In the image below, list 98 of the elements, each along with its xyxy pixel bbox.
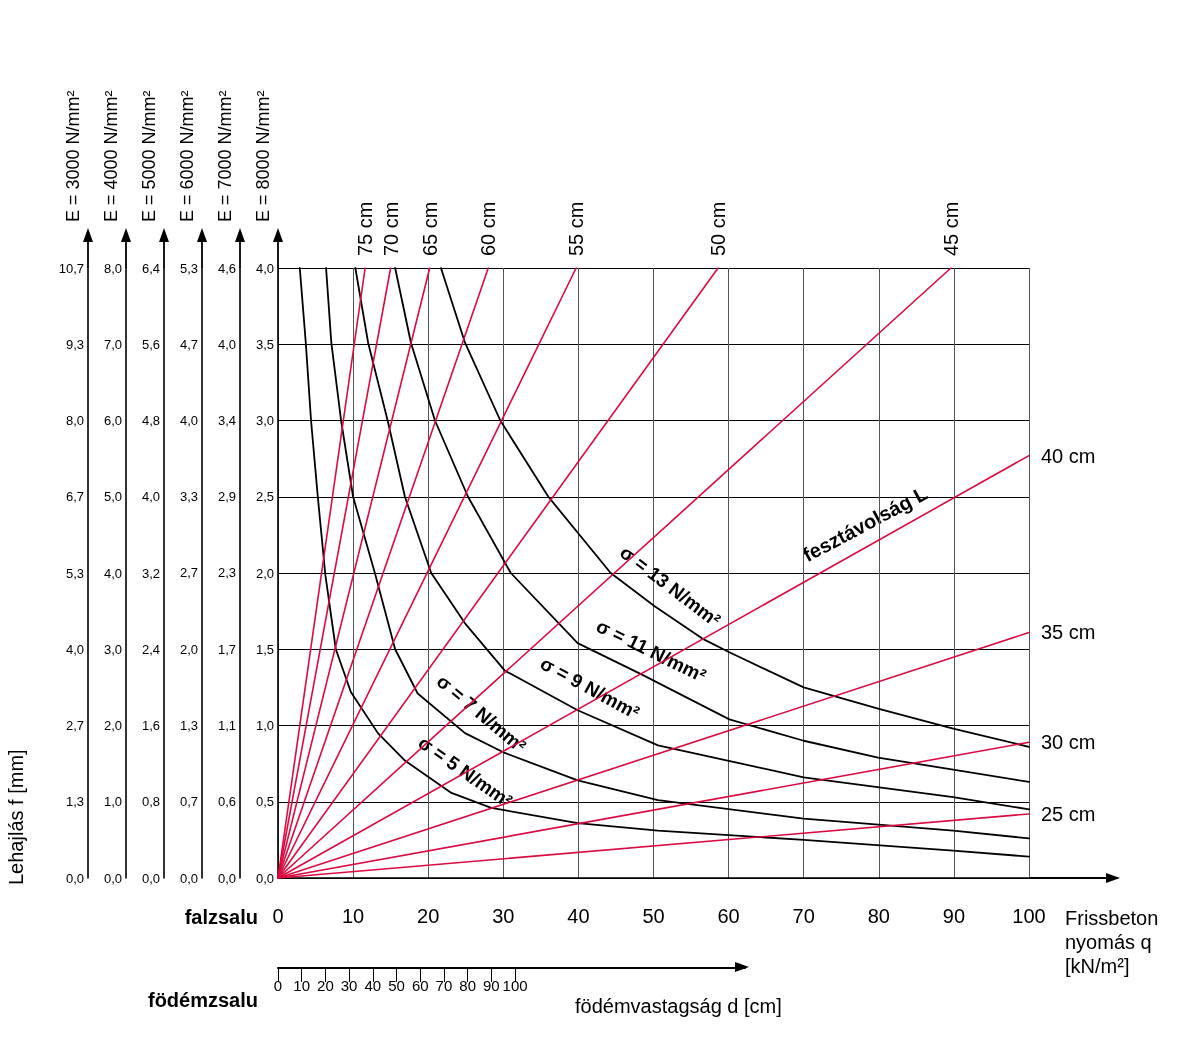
text: 45 cm	[939, 201, 962, 256]
y-tick-label: 2,5	[255, 489, 274, 505]
text: 6,0	[103, 413, 122, 428]
text: 2,4	[141, 641, 160, 657]
x2-axis-title: födémvastagság d [cm]	[575, 995, 782, 1017]
text: E = 4000 N/mm²	[101, 90, 121, 222]
x2-tick-label: 80	[459, 977, 476, 994]
series-label: 30 cm	[1041, 731, 1096, 754]
y-axis-title: E = 8000 N/mm²	[253, 90, 273, 222]
text: 6,4	[141, 260, 160, 276]
y-tick-label: 3,0	[255, 413, 274, 428]
text: 0,0	[65, 870, 84, 886]
text: 2,7	[65, 718, 84, 733]
y3-tick-label: 0,7	[179, 794, 198, 810]
y3-tick-label: 5,3	[179, 260, 198, 276]
text: 1,0	[103, 794, 122, 810]
text: 5,6	[141, 336, 160, 352]
y2-tick-label: 4,6	[217, 260, 236, 276]
text: 5,3	[65, 565, 84, 581]
y2-tick-label: 1,1	[217, 717, 236, 733]
y-tick-label: 4,0	[255, 260, 274, 276]
y2-tick-label: 2,9	[217, 489, 236, 505]
x2-tick-label: 30	[340, 977, 358, 994]
text: 2,0	[103, 718, 122, 733]
x-axis-title: Frissbeton nyomás q [kN/m²]	[1065, 907, 1159, 977]
text: 7,0	[103, 336, 122, 352]
text: falzsalu	[184, 906, 258, 928]
y2-axis-title: E = 7000 N/mm²	[215, 90, 235, 222]
x2-tick-label: 70	[435, 977, 453, 994]
x-tick-label: 100	[1012, 905, 1046, 927]
text: 9,3	[65, 336, 84, 352]
text: 10,7	[58, 260, 84, 276]
text: 55 cm	[565, 201, 588, 256]
text: 4,8	[141, 413, 160, 428]
text: 0,0	[103, 870, 122, 886]
y-tick-label: 3,5	[255, 336, 274, 352]
text: 5,0	[103, 489, 122, 505]
y2-tick-label: 0,0	[217, 870, 236, 886]
y3-tick-label: 0,0	[179, 870, 198, 886]
x-tick-label: 20	[417, 905, 440, 927]
text: 8,0	[65, 413, 84, 428]
y3-tick-label: 1,3	[179, 718, 198, 734]
y-tick-label: 0,5	[255, 794, 274, 810]
y2-tick-label: 1,7	[217, 641, 236, 657]
text: födémzsalu	[147, 989, 258, 1011]
text: 50 cm	[707, 201, 730, 256]
text: 75 cm	[354, 201, 377, 256]
x-tick-label: 0	[272, 905, 284, 927]
text: 70 cm	[379, 201, 402, 256]
text: E = 5000 N/mm²	[139, 90, 159, 222]
series-label: 25 cm	[1041, 802, 1096, 825]
x2-tick-label: 10	[293, 977, 311, 994]
y3-axis-title: E = 6000 N/mm²	[177, 90, 197, 222]
y2-tick-label: 2,3	[217, 565, 236, 581]
text: Lehajlás f [mm]	[5, 749, 27, 885]
y3-tick-label: 4,0	[179, 412, 198, 428]
y-tick-label: 1,5	[255, 641, 274, 657]
x2-tick-label: 50	[388, 977, 405, 994]
x2-tick-label: 20	[317, 977, 334, 994]
y3-tick-label: 3,3	[179, 489, 198, 505]
text: 8,0	[103, 260, 122, 276]
series-label: 35 cm	[1041, 621, 1096, 644]
x-tick-label: 70	[792, 905, 815, 927]
text: 60 cm	[477, 201, 500, 256]
text: 65 cm	[418, 201, 441, 256]
x2-tick-label: 90	[483, 977, 500, 994]
x-tick-label: 50	[642, 905, 665, 927]
text: 4,0	[141, 489, 160, 505]
x-tick-label: 10	[341, 905, 365, 927]
x-tick-label: 60	[717, 905, 740, 927]
text: 4,0	[65, 641, 84, 657]
x2-tick-label: 100	[502, 977, 528, 994]
text: 0,8	[141, 794, 160, 810]
text: 0,0	[141, 870, 160, 886]
y3-tick-label: 2,0	[179, 641, 198, 657]
text: 3,2	[141, 565, 160, 581]
text: 1,3	[65, 794, 84, 810]
y2-tick-label: 3,4	[217, 412, 236, 428]
text: E = 3000 N/mm²	[63, 90, 83, 222]
x2-tick-label: 60	[411, 977, 429, 994]
y-tick-label: 1,0	[255, 718, 274, 733]
text: 6,7	[65, 489, 84, 505]
x2-tick-label: 0	[273, 977, 283, 994]
x-tick-label: 90	[942, 905, 966, 927]
x-tick-label: 40	[567, 905, 590, 927]
y3-tick-label: 2,7	[179, 565, 198, 581]
y-tick-label: 2,0	[255, 565, 274, 581]
series-label: 40 cm	[1041, 444, 1096, 467]
x2-tick-label: 40	[364, 977, 382, 994]
y3-tick-label: 4,7	[179, 336, 198, 352]
text: 1,6	[141, 718, 160, 733]
y2-tick-label: 0,6	[217, 794, 236, 810]
text: 4,0	[103, 565, 122, 581]
y-tick-label: 0,0	[255, 870, 274, 886]
y2-tick-label: 4,0	[217, 336, 236, 352]
text: 3,0	[103, 641, 122, 657]
x-tick-label: 30	[492, 905, 515, 927]
x-tick-label: 80	[867, 905, 890, 927]
